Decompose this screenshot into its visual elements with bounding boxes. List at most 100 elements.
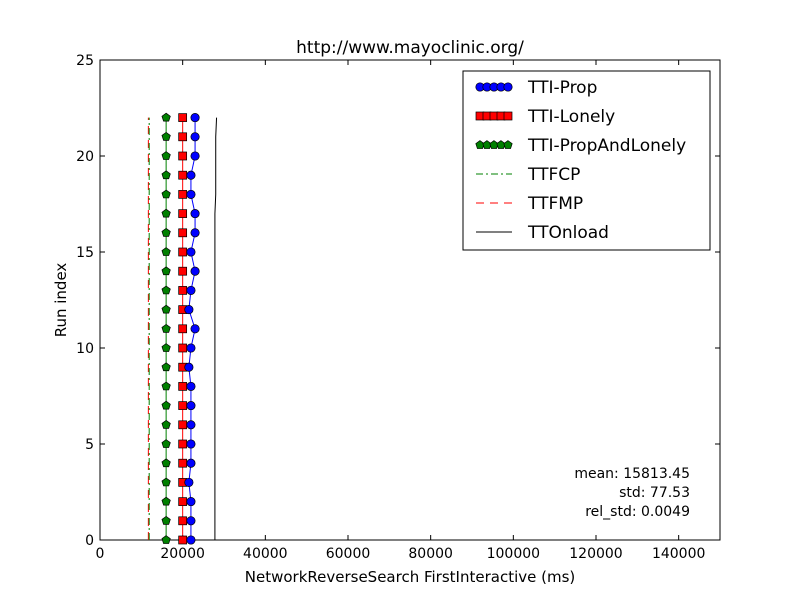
series-group bbox=[147, 112, 218, 545]
data-point bbox=[178, 151, 188, 161]
data-point bbox=[186, 439, 196, 449]
x-tick-label: 40000 bbox=[243, 546, 288, 562]
data-point bbox=[161, 285, 171, 295]
data-point bbox=[178, 497, 188, 506]
data-point bbox=[186, 401, 196, 411]
legend: TTI-Prop TTI-Lonely TTI-PropAndLonely TTFCP… bbox=[462, 70, 711, 251]
x-tick-label: 0 bbox=[96, 546, 105, 562]
y-tick-label: 20 bbox=[76, 149, 94, 165]
series-ttonload bbox=[214, 117, 218, 540]
data-point bbox=[178, 343, 188, 353]
y-axis-label: Run index bbox=[52, 263, 70, 338]
data-point bbox=[161, 323, 171, 333]
data-point bbox=[178, 266, 188, 276]
legend-label: TTI-Prop bbox=[527, 78, 597, 98]
data-point bbox=[178, 286, 188, 295]
legend-item: TTI-Prop bbox=[475, 78, 597, 98]
legend-marker bbox=[503, 82, 513, 92]
data-point bbox=[178, 228, 188, 238]
data-point bbox=[186, 170, 196, 180]
data-point bbox=[190, 113, 200, 123]
data-point bbox=[161, 400, 171, 410]
legend-item: TTI-Lonely bbox=[475, 107, 615, 127]
data-point bbox=[161, 304, 171, 314]
series-tti-prop bbox=[184, 113, 200, 545]
data-point bbox=[190, 266, 200, 276]
data-point bbox=[161, 515, 171, 525]
stats-std: std: 77.53 bbox=[619, 485, 690, 501]
data-point bbox=[161, 419, 171, 429]
data-point bbox=[186, 343, 196, 353]
data-point bbox=[161, 266, 171, 276]
data-point bbox=[178, 535, 188, 545]
data-point bbox=[161, 458, 171, 468]
y-tick-label: 0 bbox=[85, 533, 94, 549]
data-point bbox=[161, 170, 171, 180]
data-point bbox=[186, 420, 196, 430]
data-point bbox=[161, 112, 171, 122]
y-tick-label: 15 bbox=[76, 245, 94, 261]
data-point bbox=[161, 535, 171, 544]
legend-marker bbox=[503, 140, 513, 149]
data-point bbox=[190, 209, 200, 219]
data-point bbox=[161, 227, 171, 237]
x-tick-label: 120000 bbox=[569, 546, 622, 562]
data-point bbox=[178, 113, 188, 122]
data-point bbox=[178, 324, 188, 334]
data-point bbox=[178, 401, 188, 410]
data-point bbox=[161, 343, 171, 352]
legend-label: TTI-PropAndLonely bbox=[527, 136, 686, 156]
y-tick-label: 25 bbox=[76, 53, 94, 69]
legend-item: TTOnload bbox=[476, 223, 609, 243]
data-point bbox=[190, 324, 200, 334]
x-tick-label: 100000 bbox=[487, 546, 540, 562]
data-point bbox=[186, 247, 196, 257]
legend-label: TTOnload bbox=[527, 223, 609, 243]
data-point bbox=[178, 132, 188, 142]
data-point bbox=[161, 381, 171, 391]
data-point bbox=[161, 208, 171, 218]
data-point bbox=[161, 189, 171, 199]
data-point bbox=[186, 458, 196, 468]
stats-rel-std: rel_std: 0.0049 bbox=[585, 504, 690, 520]
y-tick-label: 5 bbox=[85, 437, 94, 453]
data-point bbox=[190, 132, 200, 142]
legend-marker bbox=[503, 111, 513, 121]
data-point bbox=[190, 228, 200, 238]
data-point bbox=[184, 305, 194, 315]
data-point bbox=[178, 439, 188, 449]
legend-item: TTI-PropAndLonely bbox=[475, 136, 686, 156]
stats-annotation: mean: 15813.45 std: 77.53 rel_std: 0.004… bbox=[574, 466, 690, 520]
data-point bbox=[186, 497, 196, 507]
data-point bbox=[161, 131, 171, 141]
x-axis-label: NetworkReverseSearch FirstInteractive (m… bbox=[245, 568, 576, 586]
x-tick-label: 80000 bbox=[408, 546, 453, 562]
data-point bbox=[184, 477, 194, 487]
legend-label: TTFMP bbox=[527, 194, 583, 214]
data-point bbox=[186, 189, 196, 199]
data-point bbox=[178, 190, 188, 199]
stats-mean: mean: 15813.45 bbox=[574, 466, 690, 482]
y-axis-ticks: 0 5 10 15 20 25 bbox=[76, 53, 720, 549]
data-point bbox=[186, 285, 196, 295]
data-point bbox=[178, 209, 188, 218]
data-point bbox=[161, 496, 171, 506]
data-point bbox=[161, 477, 171, 487]
legend-frame bbox=[462, 70, 711, 251]
data-point bbox=[161, 362, 171, 372]
x-tick-label: 60000 bbox=[326, 546, 371, 562]
legend-item: TTFCP bbox=[476, 165, 580, 185]
data-point bbox=[178, 420, 188, 430]
data-point bbox=[178, 247, 188, 257]
data-point bbox=[186, 516, 196, 526]
data-point bbox=[161, 247, 171, 256]
data-point bbox=[184, 362, 194, 372]
data-point bbox=[178, 170, 188, 180]
data-point bbox=[178, 382, 188, 391]
legend-label: TTFCP bbox=[527, 165, 580, 185]
series-line bbox=[214, 117, 218, 540]
chart-title: http://www.mayoclinic.org/ bbox=[296, 38, 524, 58]
data-point bbox=[186, 535, 196, 545]
data-point bbox=[186, 381, 196, 391]
